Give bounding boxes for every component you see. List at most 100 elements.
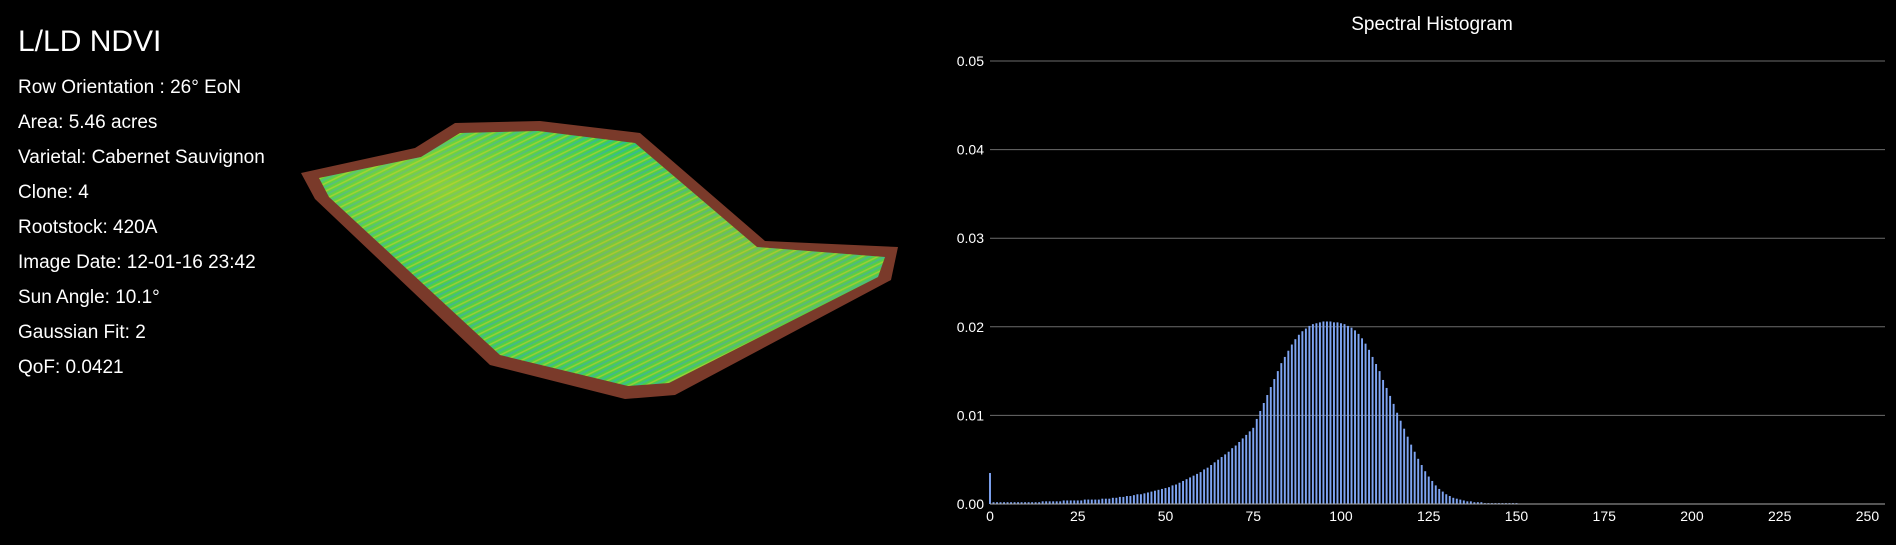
histogram-bar [1287, 350, 1290, 504]
y-tick-label: 0.00 [957, 496, 984, 512]
spectral-histogram: Spectral Histogram 0.00 0.01 0.02 0.03 0.04 0… [940, 0, 1896, 545]
histogram-bar [1175, 484, 1177, 504]
histogram-bar [1315, 323, 1318, 504]
histogram-bar [1115, 497, 1118, 504]
histogram-bar [1045, 501, 1048, 504]
histogram-bar [1146, 492, 1149, 504]
histogram-bar [1420, 465, 1423, 504]
page-title: L/LD NDVI [18, 25, 162, 58]
y-tick-label: 0.01 [957, 407, 984, 423]
histogram-bar [1262, 402, 1265, 504]
histogram-bar [1276, 371, 1279, 504]
histogram-bar [1210, 465, 1213, 504]
histogram-bar [1297, 334, 1300, 504]
sun-angle: Sun Angle: 10.1° [18, 287, 160, 308]
histogram-bar [1111, 497, 1114, 504]
histogram-bar [1217, 459, 1220, 504]
histogram-bar [1266, 395, 1269, 504]
field-warm-zone-2 [319, 131, 885, 386]
histogram-bar [1396, 412, 1399, 504]
y-tick-label: 0.04 [957, 142, 984, 158]
histogram-bar [1020, 502, 1023, 504]
histogram-bar [1185, 479, 1188, 504]
histogram-bar [1434, 485, 1437, 504]
histogram-bar [1476, 502, 1479, 504]
histogram-bar [1150, 491, 1153, 504]
grid-lines [990, 60, 1885, 416]
histogram-bar [1406, 436, 1409, 504]
histogram-bar [1034, 502, 1037, 504]
histogram-bar [1424, 471, 1427, 504]
histogram-bar [1052, 501, 1055, 504]
histogram-bar [1192, 475, 1195, 504]
histogram-bar [1413, 451, 1416, 504]
histogram-bar [1013, 502, 1016, 504]
histogram-bar [1389, 395, 1392, 504]
histogram-bar [1283, 356, 1286, 504]
histogram-bar [1417, 458, 1420, 504]
histogram-bar [1308, 325, 1311, 504]
histogram-bar [1076, 500, 1079, 504]
histogram-bar [1006, 502, 1009, 504]
histogram-bar [1234, 445, 1237, 504]
y-tick-label: 0.02 [957, 319, 984, 335]
histogram-bar [1340, 323, 1342, 504]
histogram-bar [1104, 498, 1107, 504]
histogram-bar [1301, 331, 1304, 504]
histogram-bar [1343, 324, 1346, 504]
chart-title: Spectral Histogram [1351, 14, 1513, 35]
histogram-bar [1248, 431, 1251, 504]
histogram-bar [1125, 496, 1128, 504]
histogram-bar [1168, 487, 1170, 504]
histogram-bar [1445, 494, 1448, 504]
histogram-bar [1069, 500, 1072, 504]
histogram-bar [1024, 502, 1027, 504]
varietal: Varietal: Cabernet Sauvignon [18, 147, 265, 168]
x-tick-label: 200 [1680, 508, 1704, 524]
histogram-bar [1118, 496, 1121, 504]
histogram-bar [1403, 428, 1406, 504]
histogram-bar [1083, 499, 1086, 504]
histogram-bar [1171, 485, 1174, 504]
x-tick-label: 50 [1158, 508, 1174, 524]
histogram-bar [1031, 502, 1034, 504]
gaussian-fit: Gaussian Fit: 2 [18, 322, 146, 343]
qof: QoF: 0.0421 [18, 357, 124, 378]
histogram-bar [1466, 501, 1469, 504]
histogram-bar [1318, 322, 1321, 504]
histogram-bar [1101, 498, 1104, 504]
histogram-bar [1255, 418, 1258, 504]
histogram-bar [1010, 502, 1013, 504]
histogram-bar [1431, 480, 1434, 504]
histogram-bar [1448, 496, 1451, 504]
histogram-bar [1224, 454, 1227, 504]
histogram-bar [1164, 488, 1167, 504]
histogram-bar [1375, 364, 1378, 504]
histogram-bar [1325, 321, 1328, 504]
x-tick-label: 225 [1768, 508, 1792, 524]
x-tick-label: 75 [1245, 508, 1261, 524]
histogram-bar [1203, 469, 1206, 504]
histogram-bar [1241, 438, 1244, 504]
histogram-bar [1361, 338, 1364, 504]
histogram-bar [1273, 379, 1276, 504]
histogram-bar [1139, 494, 1142, 504]
y-tick-label: 0.03 [957, 230, 984, 246]
histogram-bar [1280, 363, 1283, 504]
histogram-bar [1371, 356, 1374, 504]
histogram-bar [1357, 333, 1360, 504]
histogram-bar [1410, 444, 1413, 504]
histogram-bar [1322, 321, 1325, 504]
ndvi-field-map [301, 121, 898, 399]
histogram-bar [1182, 480, 1185, 504]
histogram-bar [1003, 502, 1006, 504]
histogram-bar [1220, 457, 1223, 504]
histogram-bar [1108, 498, 1111, 504]
x-tick-label: 0 [986, 508, 994, 524]
x-tick-label: 150 [1505, 508, 1529, 524]
histogram-bar [999, 502, 1002, 504]
histogram-bar [1153, 490, 1156, 504]
histogram-bar [1311, 324, 1314, 504]
histogram-bar [1161, 488, 1163, 504]
histogram-bar [1473, 502, 1476, 504]
